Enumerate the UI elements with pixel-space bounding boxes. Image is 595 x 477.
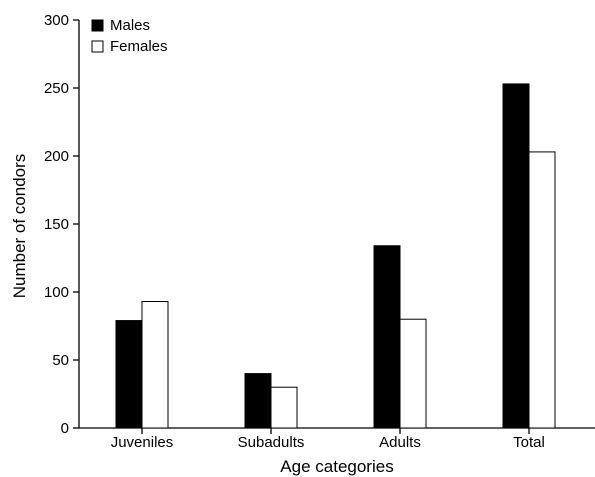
x-axis-label: Age categories — [280, 457, 393, 476]
bar-males-juveniles — [115, 320, 143, 429]
x-tick-label: Juveniles — [111, 434, 174, 451]
y-tick-label: 0 — [61, 420, 69, 437]
bar-males-total — [502, 83, 530, 429]
y-tick-label: 250 — [44, 80, 69, 97]
legend-label-females: Females — [110, 38, 168, 55]
y-tick-label: 300 — [44, 12, 69, 29]
y-tick-label: 100 — [44, 284, 69, 301]
bar-males-subadults — [244, 373, 272, 429]
legend: Males Females — [91, 17, 168, 55]
y-tick-label: 50 — [52, 352, 69, 369]
bar-females-total — [528, 151, 556, 429]
legend-label-males: Males — [110, 17, 150, 34]
x-tick-label: Adults — [379, 434, 421, 451]
y-axis: 0 50 100 150 200 250 300 — [44, 12, 80, 437]
x-tick-label: Subadults — [238, 434, 305, 451]
y-tick-label: 150 — [44, 216, 69, 233]
bar-females-juveniles — [141, 301, 169, 429]
bar-females-adults — [399, 318, 427, 429]
bar-males-adults — [373, 245, 401, 429]
x-axis: Juveniles Subadults Adults Total — [79, 427, 595, 451]
bar-females-subadults — [270, 386, 298, 429]
legend-swatch-males — [91, 19, 104, 32]
legend-swatch-females — [91, 40, 104, 53]
bars — [115, 83, 556, 429]
y-axis-label: Number of condors — [10, 154, 29, 299]
x-tick-label: Total — [513, 434, 545, 451]
y-tick-label: 200 — [44, 148, 69, 165]
